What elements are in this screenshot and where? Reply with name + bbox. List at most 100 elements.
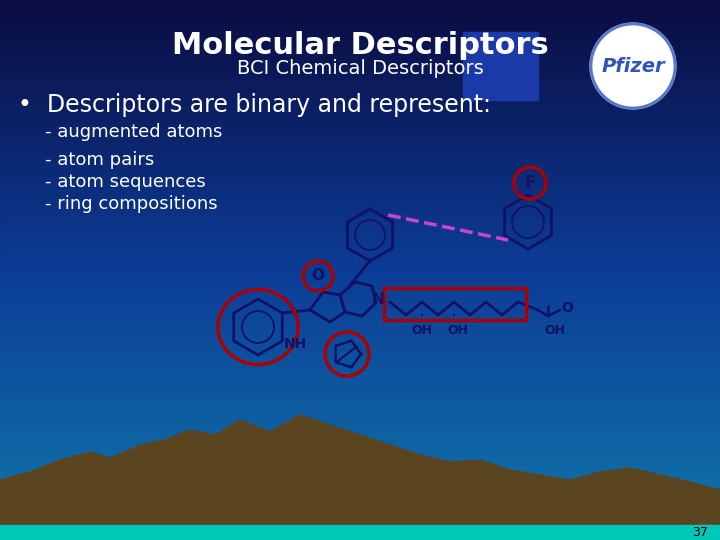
Polygon shape bbox=[0, 124, 720, 126]
Polygon shape bbox=[0, 343, 720, 345]
Polygon shape bbox=[0, 278, 720, 280]
Polygon shape bbox=[0, 486, 720, 487]
Polygon shape bbox=[0, 57, 720, 58]
Polygon shape bbox=[0, 97, 720, 98]
Polygon shape bbox=[0, 77, 720, 78]
Polygon shape bbox=[0, 305, 720, 306]
Polygon shape bbox=[0, 160, 720, 162]
Polygon shape bbox=[0, 259, 720, 261]
Polygon shape bbox=[0, 143, 720, 144]
Polygon shape bbox=[0, 319, 720, 320]
Polygon shape bbox=[0, 209, 720, 211]
Polygon shape bbox=[0, 233, 720, 235]
Polygon shape bbox=[0, 150, 720, 151]
Polygon shape bbox=[0, 394, 720, 395]
Polygon shape bbox=[0, 87, 720, 89]
Polygon shape bbox=[0, 312, 720, 313]
Polygon shape bbox=[0, 503, 720, 505]
Polygon shape bbox=[0, 70, 720, 71]
Polygon shape bbox=[0, 235, 720, 237]
Polygon shape bbox=[0, 93, 720, 94]
Polygon shape bbox=[0, 415, 720, 416]
Polygon shape bbox=[0, 340, 720, 342]
Polygon shape bbox=[0, 276, 720, 278]
Polygon shape bbox=[0, 274, 720, 275]
Polygon shape bbox=[0, 505, 720, 507]
Polygon shape bbox=[0, 15, 720, 16]
Polygon shape bbox=[0, 350, 720, 351]
Polygon shape bbox=[0, 422, 720, 424]
Polygon shape bbox=[0, 227, 720, 228]
Polygon shape bbox=[0, 417, 720, 418]
Polygon shape bbox=[0, 528, 720, 529]
Polygon shape bbox=[0, 201, 720, 202]
Polygon shape bbox=[0, 328, 720, 329]
Polygon shape bbox=[0, 321, 720, 322]
Polygon shape bbox=[0, 114, 720, 116]
Text: - augmented atoms: - augmented atoms bbox=[45, 123, 222, 141]
Text: BCI Chemical Descriptors: BCI Chemical Descriptors bbox=[237, 58, 483, 78]
Polygon shape bbox=[0, 354, 720, 355]
Text: NH: NH bbox=[284, 337, 307, 351]
Polygon shape bbox=[0, 220, 720, 221]
Polygon shape bbox=[0, 265, 720, 266]
Polygon shape bbox=[0, 409, 720, 410]
Polygon shape bbox=[0, 318, 720, 319]
Polygon shape bbox=[0, 244, 720, 246]
Polygon shape bbox=[0, 432, 720, 433]
Polygon shape bbox=[0, 475, 720, 477]
Polygon shape bbox=[0, 128, 720, 130]
Polygon shape bbox=[0, 156, 720, 157]
Polygon shape bbox=[0, 204, 720, 205]
Polygon shape bbox=[0, 468, 720, 470]
Polygon shape bbox=[0, 271, 720, 273]
Polygon shape bbox=[0, 54, 720, 56]
Polygon shape bbox=[0, 211, 720, 212]
Polygon shape bbox=[0, 474, 720, 475]
Polygon shape bbox=[0, 113, 720, 115]
Polygon shape bbox=[0, 59, 720, 60]
Polygon shape bbox=[0, 509, 720, 510]
Polygon shape bbox=[0, 525, 720, 526]
Polygon shape bbox=[0, 316, 720, 317]
Polygon shape bbox=[0, 416, 720, 417]
Polygon shape bbox=[0, 298, 720, 300]
Text: O: O bbox=[561, 301, 573, 315]
Polygon shape bbox=[0, 526, 720, 528]
Polygon shape bbox=[0, 148, 720, 150]
Polygon shape bbox=[0, 378, 720, 379]
Polygon shape bbox=[0, 69, 720, 70]
Polygon shape bbox=[0, 492, 720, 494]
Polygon shape bbox=[0, 395, 720, 397]
Polygon shape bbox=[0, 162, 720, 163]
Text: OH: OH bbox=[448, 323, 469, 336]
Polygon shape bbox=[0, 508, 720, 509]
Polygon shape bbox=[0, 136, 720, 138]
Polygon shape bbox=[0, 405, 720, 406]
Polygon shape bbox=[0, 44, 720, 46]
Polygon shape bbox=[0, 98, 720, 100]
Polygon shape bbox=[0, 58, 720, 59]
Polygon shape bbox=[0, 440, 720, 442]
Polygon shape bbox=[0, 346, 720, 347]
Polygon shape bbox=[0, 435, 720, 436]
Polygon shape bbox=[0, 529, 720, 530]
Polygon shape bbox=[0, 185, 720, 186]
Polygon shape bbox=[0, 426, 720, 427]
Polygon shape bbox=[0, 413, 720, 415]
Polygon shape bbox=[0, 17, 720, 19]
Polygon shape bbox=[0, 379, 720, 381]
Polygon shape bbox=[0, 513, 720, 514]
Polygon shape bbox=[0, 212, 720, 213]
Polygon shape bbox=[0, 309, 720, 310]
Polygon shape bbox=[0, 112, 720, 113]
Polygon shape bbox=[0, 42, 720, 43]
Polygon shape bbox=[0, 47, 720, 49]
Polygon shape bbox=[0, 35, 720, 36]
Polygon shape bbox=[0, 448, 720, 449]
Polygon shape bbox=[0, 470, 720, 471]
Polygon shape bbox=[0, 108, 720, 109]
Polygon shape bbox=[0, 500, 720, 501]
Polygon shape bbox=[0, 462, 720, 463]
Polygon shape bbox=[0, 6, 720, 8]
